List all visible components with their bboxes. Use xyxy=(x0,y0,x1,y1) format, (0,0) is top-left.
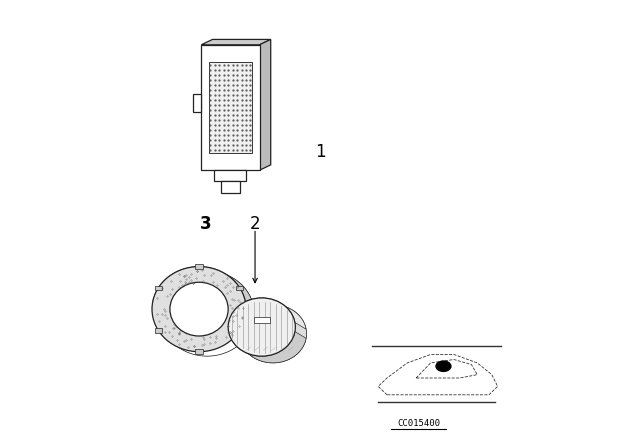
Polygon shape xyxy=(202,39,271,45)
Text: 2: 2 xyxy=(250,215,260,233)
Bar xyxy=(155,328,162,332)
Bar xyxy=(195,349,203,354)
Ellipse shape xyxy=(170,282,228,336)
Polygon shape xyxy=(170,282,236,310)
Bar xyxy=(253,317,270,323)
Bar xyxy=(195,264,203,269)
Ellipse shape xyxy=(228,298,296,356)
Polygon shape xyxy=(202,45,260,170)
Text: 3: 3 xyxy=(200,215,212,233)
Polygon shape xyxy=(221,181,240,193)
Ellipse shape xyxy=(435,360,452,372)
Bar xyxy=(155,286,162,290)
Polygon shape xyxy=(152,267,253,307)
Text: CC015400: CC015400 xyxy=(397,419,440,428)
Polygon shape xyxy=(228,332,306,363)
Ellipse shape xyxy=(239,305,307,363)
Ellipse shape xyxy=(152,267,246,352)
Ellipse shape xyxy=(182,291,232,336)
Text: 1: 1 xyxy=(315,143,325,161)
Bar xyxy=(236,286,243,290)
Polygon shape xyxy=(214,170,246,181)
Polygon shape xyxy=(260,39,271,170)
Polygon shape xyxy=(209,62,252,153)
Polygon shape xyxy=(228,298,306,329)
Polygon shape xyxy=(193,94,202,112)
